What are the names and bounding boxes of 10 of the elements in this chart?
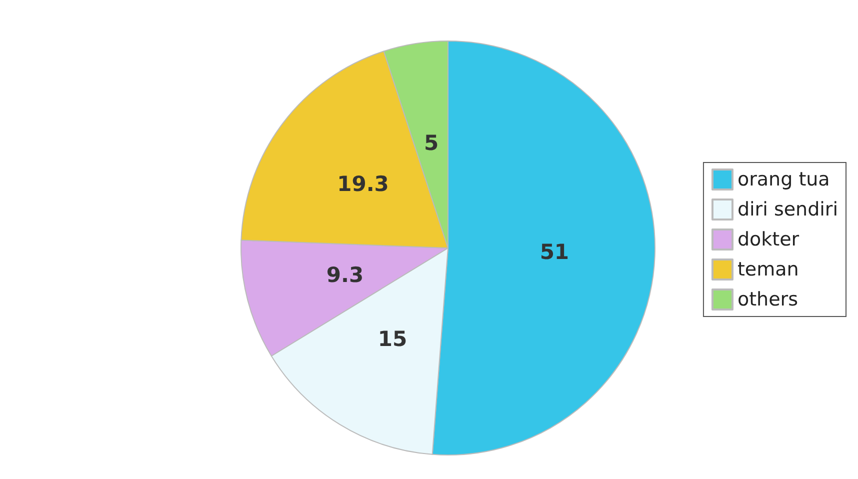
- legend-label: teman: [737, 258, 799, 280]
- legend-label: orang tua: [737, 168, 830, 190]
- legend-label: diri sendiri: [737, 198, 838, 220]
- data-label: 19.3: [337, 172, 389, 196]
- data-label: 51: [540, 240, 570, 264]
- legend-label: dokter: [737, 228, 800, 250]
- data-label: 15: [378, 326, 408, 351]
- data-label: 5: [424, 130, 439, 155]
- data-label: 9.3: [326, 262, 364, 287]
- legend-label: others: [737, 288, 798, 310]
